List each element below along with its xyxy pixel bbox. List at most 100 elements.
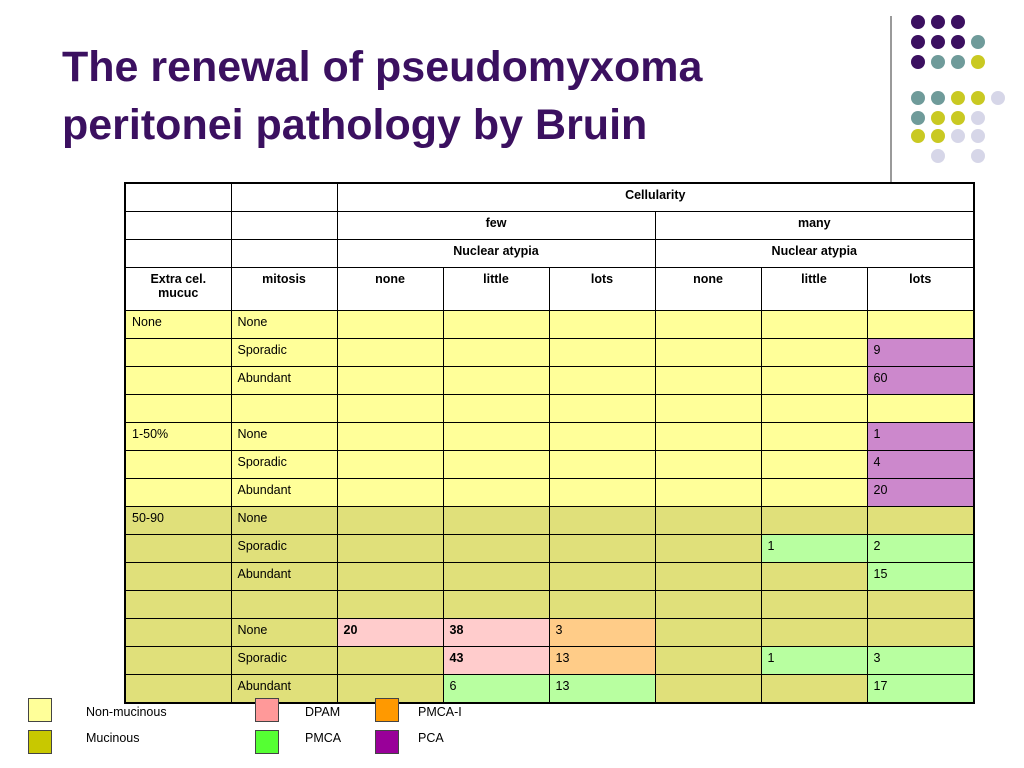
header-cell-empty — [124, 211, 232, 240]
cell-few-little — [442, 590, 550, 619]
cell-extra-cel-mucuc: 1-50% — [124, 422, 232, 451]
cell-few-lots — [548, 394, 656, 423]
header-cell-empty — [230, 239, 338, 268]
legend-swatch-dpam — [255, 698, 279, 722]
cell-many-lots: 60 — [866, 366, 975, 395]
legend-swatch-non-mucinous — [28, 698, 52, 722]
cell-many-none — [654, 366, 762, 395]
cell-mitosis: None — [230, 506, 338, 535]
cell-mitosis: None — [230, 422, 338, 451]
cell-many-little — [760, 366, 868, 395]
cell-many-none — [654, 338, 762, 367]
decorative-dot — [971, 111, 985, 125]
cell-many-none — [654, 506, 762, 535]
cell-few-lots: 13 — [548, 674, 656, 704]
cell-few-little — [442, 310, 550, 339]
cell-few-none — [336, 310, 444, 339]
cell-many-none — [654, 646, 762, 675]
cell-mitosis: Sporadic — [230, 450, 338, 479]
legend-swatch-pca — [375, 730, 399, 754]
cell-many-little — [760, 338, 868, 367]
cell-many-lots: 2 — [866, 534, 975, 563]
header-few-none: none — [336, 267, 444, 311]
cell-few-lots — [548, 562, 656, 591]
cell-many-little — [760, 506, 868, 535]
decorative-dot — [951, 129, 965, 143]
cell-many-none — [654, 562, 762, 591]
cell-few-little — [442, 562, 550, 591]
cell-many-lots: 9 — [866, 338, 975, 367]
table-row: None None — [124, 310, 975, 339]
legend: Non-mucinous Mucinous DPAM PMCA PMCA-I P… — [0, 698, 1024, 758]
decorative-dot-grid — [0, 0, 1024, 170]
cell-many-little — [760, 674, 868, 704]
cell-many-none — [654, 310, 762, 339]
decorative-dot — [991, 91, 1005, 105]
cell-few-little — [442, 366, 550, 395]
table-row: Sporadic 4 — [124, 450, 975, 479]
slide-title-line-1: The renewal of pseudomyxoma — [62, 43, 703, 91]
header-cell-empty — [124, 182, 232, 212]
decorative-dot — [951, 55, 965, 69]
cell-many-none — [654, 450, 762, 479]
cell-many-little: 1 — [760, 646, 868, 675]
header-many: many — [654, 211, 975, 240]
cell-few-little — [442, 422, 550, 451]
cell-extra-cel-mucuc — [124, 478, 232, 507]
header-row-columns: Extra cel. mucuc mitosis none little lot… — [124, 267, 975, 311]
legend-swatch-pmca — [255, 730, 279, 754]
header-row-nuclear-atypia: Nuclear atypia Nuclear atypia — [124, 239, 975, 268]
decorative-dot — [911, 35, 925, 49]
cell-many-none — [654, 394, 762, 423]
cell-extra-cel-mucuc — [124, 590, 232, 619]
cell-extra-cel-mucuc — [124, 562, 232, 591]
decorative-dot — [951, 111, 965, 125]
cell-extra-cel-mucuc — [124, 366, 232, 395]
header-cellularity: Cellularity — [336, 182, 975, 212]
cell-few-little: 6 — [442, 674, 550, 704]
cell-few-lots — [548, 366, 656, 395]
cell-many-lots: 3 — [866, 646, 975, 675]
cell-extra-cel-mucuc — [124, 394, 232, 423]
cell-many-little — [760, 478, 868, 507]
cell-many-little — [760, 562, 868, 591]
decorative-dot — [911, 55, 925, 69]
cell-extra-cel-mucuc — [124, 618, 232, 647]
decorative-divider — [890, 16, 892, 186]
decorative-dot — [971, 91, 985, 105]
cell-mitosis: Abundant — [230, 674, 338, 704]
table-row: Abundant 15 — [124, 562, 975, 591]
header-many-little: little — [760, 267, 868, 311]
cell-few-little — [442, 506, 550, 535]
table-row — [124, 590, 975, 619]
cell-extra-cel-mucuc — [124, 674, 232, 704]
table-row: 1-50% None 1 — [124, 422, 975, 451]
cell-extra-cel-mucuc — [124, 450, 232, 479]
table-row — [124, 394, 975, 423]
cell-many-little — [760, 590, 868, 619]
cell-few-none — [336, 450, 444, 479]
cell-many-none — [654, 422, 762, 451]
cell-many-little — [760, 618, 868, 647]
decorative-dot — [931, 55, 945, 69]
header-few-lots: lots — [548, 267, 656, 311]
legend-label-pca: PCA — [418, 731, 444, 745]
header-mitosis: mitosis — [230, 267, 338, 311]
decorative-dot — [931, 149, 945, 163]
slide-title-line-2: peritonei pathology by Bruin — [62, 101, 648, 149]
cell-many-lots: 15 — [866, 562, 975, 591]
cell-few-little — [442, 534, 550, 563]
cell-many-lots: 17 — [866, 674, 975, 704]
cell-many-little: 1 — [760, 534, 868, 563]
legend-label-dpam: DPAM — [305, 705, 341, 719]
decorative-dot — [931, 129, 945, 143]
cell-few-little: 43 — [442, 646, 550, 675]
cell-many-none — [654, 674, 762, 704]
decorative-dot — [931, 91, 945, 105]
cell-few-none — [336, 366, 444, 395]
header-row-few-many: few many — [124, 211, 975, 240]
cell-mitosis: Abundant — [230, 478, 338, 507]
decorative-dot — [911, 111, 925, 125]
decorative-dot — [971, 149, 985, 163]
cell-many-lots — [866, 590, 975, 619]
